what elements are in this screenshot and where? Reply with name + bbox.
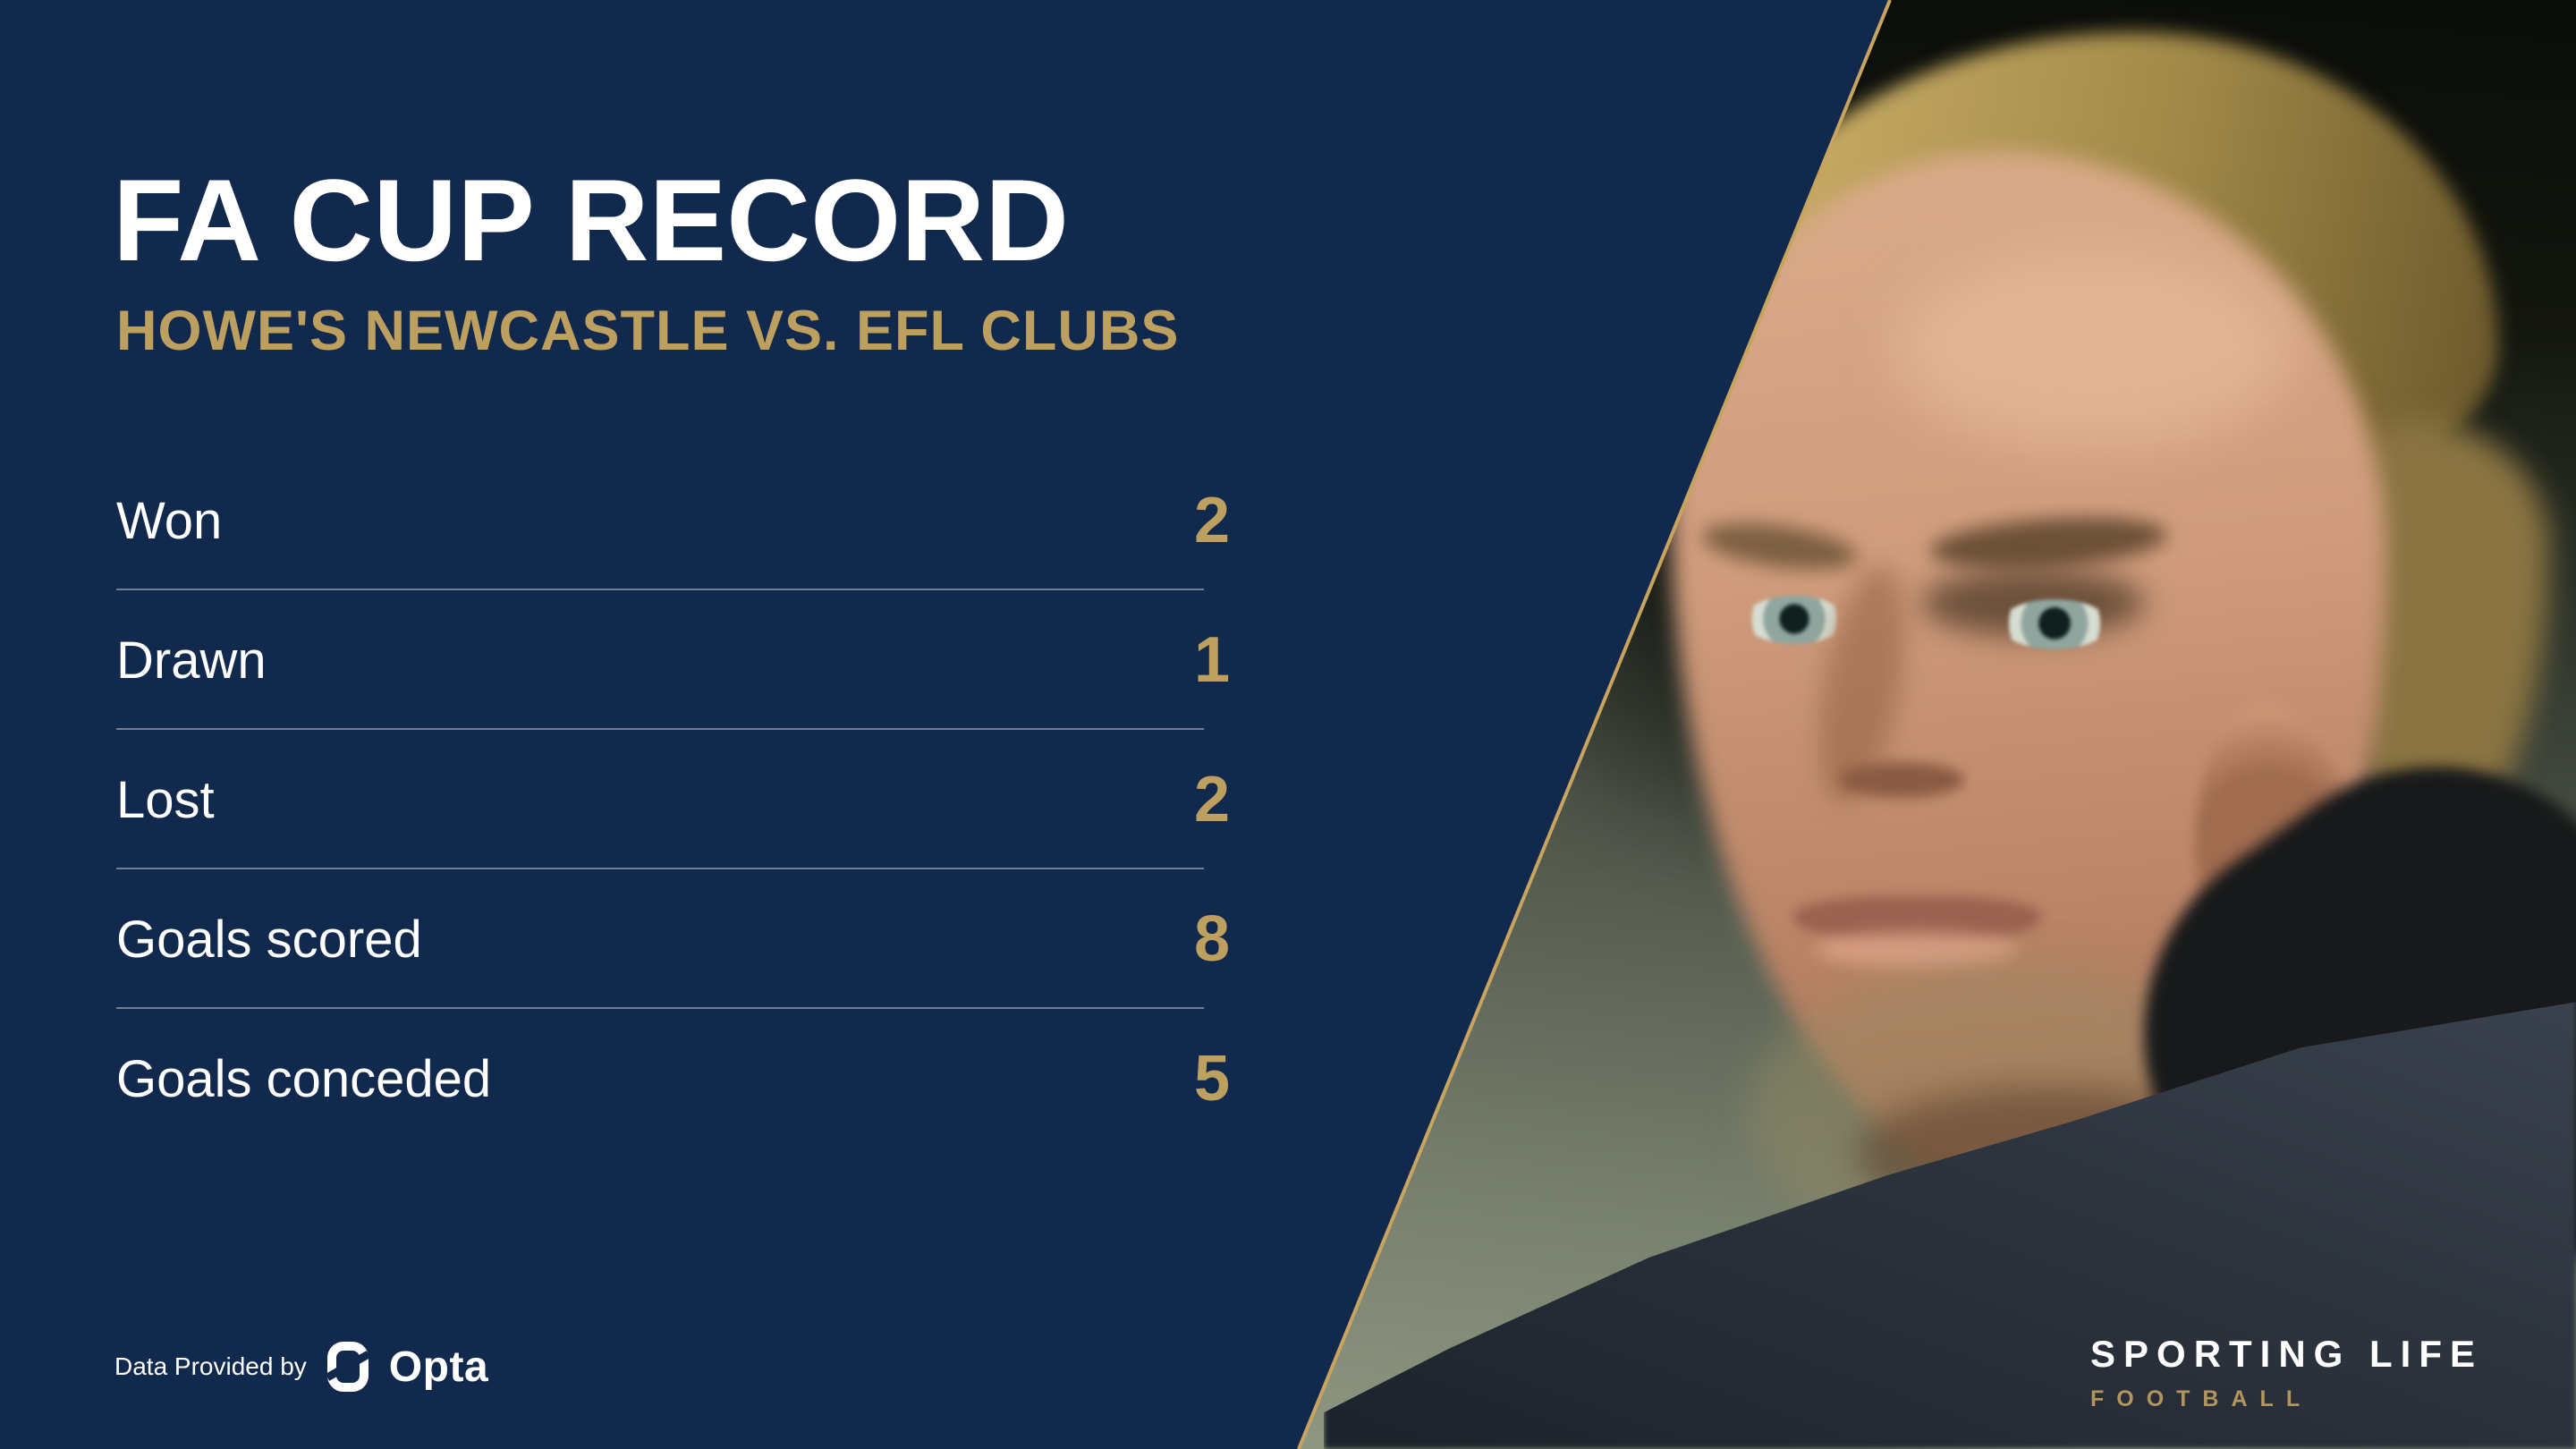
stat-row-goals-conceded: Goals conceded 5 <box>116 1009 1243 1148</box>
stat-label: Drawn <box>116 631 267 690</box>
opta-logo-icon <box>326 1342 369 1392</box>
page-subtitle: HOWE'S NEWCASTLE VS. EFL CLUBS <box>116 300 1180 363</box>
stat-value: 1 <box>1193 624 1231 696</box>
stat-row-lost: Lost 2 <box>116 730 1243 869</box>
stat-row-drawn: Drawn 1 <box>116 590 1243 730</box>
photo-right-eye <box>2000 599 2109 649</box>
data-provider-footer: Data Provided by Opta <box>114 1335 488 1399</box>
stat-row-won: Won 2 <box>116 451 1243 590</box>
stat-value: 8 <box>1193 903 1231 975</box>
stat-value: 5 <box>1193 1043 1231 1114</box>
stat-row-goals-scored: Goals scored 8 <box>116 869 1243 1009</box>
page-title: FA CUP RECORD <box>113 155 1070 286</box>
photo-nostrils <box>1839 762 1964 798</box>
stat-value: 2 <box>1193 764 1231 835</box>
photo-left-eye <box>1744 596 1844 644</box>
sporting-life-wordmark: SPORTING LIFE <box>2090 1333 2484 1375</box>
stat-label: Goals scored <box>116 910 422 969</box>
sporting-life-branding: SPORTING LIFE FOOTBALL <box>2090 1333 2483 1412</box>
photo-forehead-highlight <box>1896 250 2290 447</box>
stat-label: Lost <box>116 770 215 829</box>
stat-value: 2 <box>1193 485 1231 556</box>
stats-list: Won 2 Drawn 1 Lost 2 Goals scored 8 Goal… <box>116 451 1243 1148</box>
football-wordmark: FOOTBALL <box>2090 1386 2313 1411</box>
opta-wordmark: Opta <box>388 1343 489 1391</box>
stat-label: Goals conceded <box>116 1049 492 1108</box>
data-provided-by-label: Data Provided by <box>114 1352 307 1380</box>
stat-label: Won <box>116 491 223 550</box>
